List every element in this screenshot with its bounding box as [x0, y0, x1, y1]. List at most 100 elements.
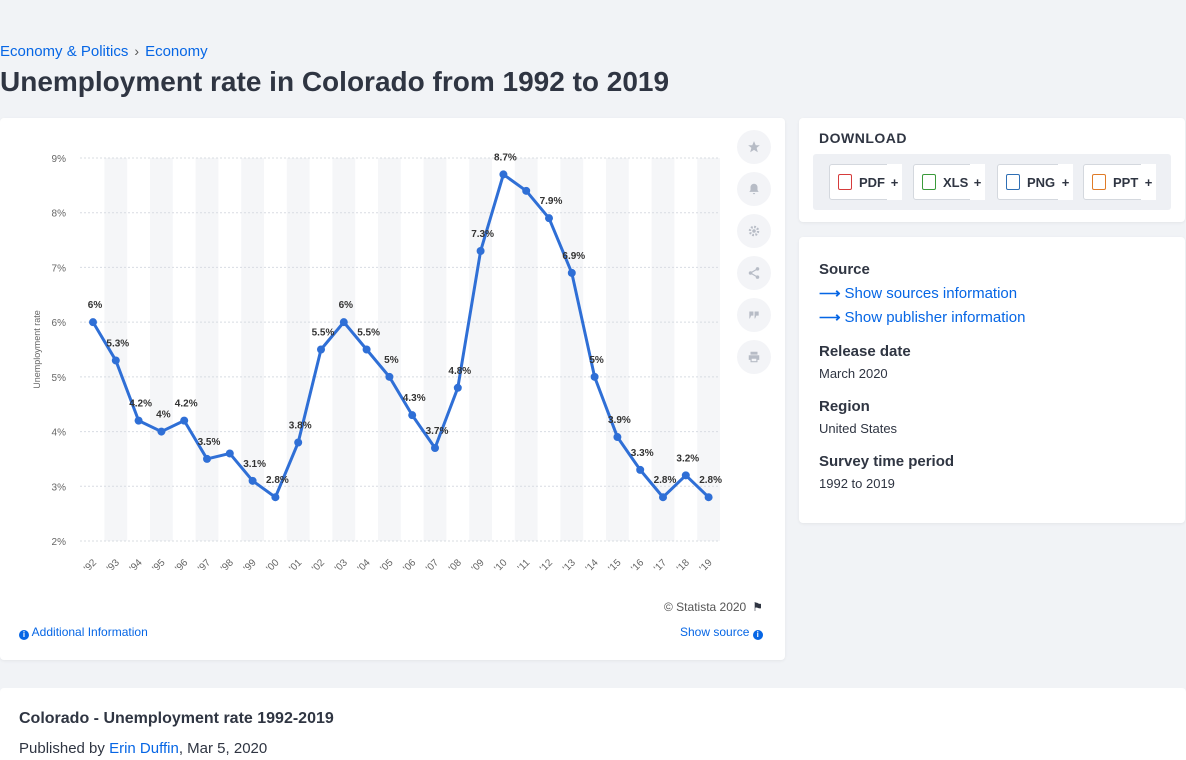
x-tick-label: '09: [470, 557, 487, 574]
download-ppt-button[interactable]: PPT +: [1083, 164, 1156, 200]
x-tick-label: '06: [401, 557, 418, 574]
column-band: [378, 158, 401, 541]
page-title: Unemployment rate in Colorado from 1992 …: [0, 66, 670, 97]
column-band: [195, 158, 219, 541]
png-label: PNG: [1027, 174, 1056, 190]
quote-icon[interactable]: [737, 298, 771, 332]
column-band: [104, 158, 128, 541]
gear-icon[interactable]: [737, 214, 771, 248]
show-sources-label: Show sources information: [844, 285, 1018, 302]
y-tick-label: 5%: [52, 373, 67, 384]
column-band: [514, 158, 538, 541]
data-point: [431, 443, 439, 452]
x-tick-label: '12: [538, 557, 555, 574]
column-band: [332, 158, 356, 541]
x-tick-label: '05: [379, 557, 396, 574]
download-xls-button[interactable]: XLS +: [913, 164, 985, 200]
series-line: [91, 172, 710, 499]
flag-icon[interactable]: ⚑: [752, 600, 763, 614]
data-label: 4.8%: [448, 366, 471, 377]
data-point: [567, 268, 576, 277]
x-tick-label: '10: [493, 557, 510, 574]
download-strip: PDF + XLS + PNG + PPT +: [813, 154, 1171, 210]
data-label: 3.5%: [198, 437, 221, 448]
data-point: [408, 411, 417, 420]
data-point: [522, 186, 531, 195]
star-icon[interactable]: [737, 130, 771, 164]
x-tick-label: '17: [652, 557, 669, 574]
region-value: United States: [819, 421, 898, 436]
y-tick-label: 9%: [52, 154, 67, 165]
arrow-right-icon: ⟶: [819, 285, 841, 302]
download-card: DOWNLOAD PDF + XLS + PNG + PPT +: [799, 118, 1185, 222]
xls-label: XLS: [943, 174, 969, 190]
data-point: [453, 383, 462, 392]
x-tick-label: '00: [265, 557, 282, 574]
x-tick-label: '94: [128, 557, 145, 574]
data-label: 5.5%: [312, 328, 335, 339]
ppt-file-icon: [1092, 174, 1106, 190]
data-point: [225, 449, 234, 458]
show-publisher-link[interactable]: ⟶ Show publisher information: [819, 308, 1025, 326]
data-label: 2.8%: [699, 475, 722, 486]
breadcrumb-economy[interactable]: Economy: [145, 43, 208, 60]
plus-icon: +: [1141, 164, 1156, 200]
show-publisher-label: Show publisher information: [844, 309, 1026, 326]
data-label: 6.9%: [562, 251, 585, 262]
x-tick-label: '95: [151, 557, 168, 574]
download-png-button[interactable]: PNG +: [997, 164, 1073, 200]
data-point: [134, 416, 143, 425]
x-tick-label: '08: [447, 557, 464, 574]
data-point: [271, 493, 280, 502]
column-band: [286, 158, 310, 541]
published-by: Published by Erin Duffin, Mar 5, 2020: [19, 740, 267, 757]
data-label: 8.7%: [494, 152, 517, 163]
data-point: [704, 493, 713, 502]
share-icon[interactable]: [737, 256, 771, 290]
column-band: [697, 158, 720, 541]
x-tick-label: '96: [173, 557, 190, 574]
data-point: [203, 454, 211, 463]
x-tick-label: '18: [675, 557, 692, 574]
breadcrumb-economy-politics[interactable]: Economy & Politics: [0, 43, 129, 60]
y-tick-label: 2%: [52, 537, 67, 548]
arrow-right-icon: ⟶: [819, 309, 841, 326]
chart-card: 2% 3% 4% 5% 6% 7% 8% 9% Unemployment rate '92 '93 '…: [0, 118, 785, 660]
data-point: [545, 214, 553, 223]
data-point: [339, 318, 348, 327]
breadcrumb: Economy & Politics › Economy: [0, 43, 208, 60]
data-point: [499, 170, 508, 179]
data-point: [613, 433, 622, 442]
ppt-label: PPT: [1113, 174, 1139, 190]
show-source-label: Show source: [680, 625, 750, 639]
data-label: 3.2%: [676, 453, 699, 464]
published-by-prefix: Published by: [19, 740, 105, 757]
print-icon[interactable]: [737, 340, 771, 374]
data-point: [89, 318, 97, 327]
show-sources-link[interactable]: ⟶ Show sources information: [819, 284, 1017, 302]
data-label: 3.3%: [631, 448, 654, 459]
column-band: [606, 158, 629, 541]
data-point: [385, 372, 394, 381]
x-tick-label: '99: [242, 557, 259, 574]
author-link[interactable]: Erin Duffin: [109, 740, 179, 757]
info-icon: i: [752, 630, 763, 640]
data-label: 4.2%: [129, 399, 152, 410]
survey-period-value: 1992 to 2019: [819, 476, 895, 491]
data-point: [157, 427, 166, 436]
data-point: [294, 438, 303, 447]
copyright-text: © Statista 2020: [664, 600, 747, 614]
column-band: [651, 158, 675, 541]
data-point: [636, 465, 645, 474]
bell-icon[interactable]: [737, 172, 771, 206]
download-pdf-button[interactable]: PDF +: [829, 164, 902, 200]
column-band: [150, 158, 173, 541]
column-band: [241, 158, 264, 541]
pdf-label: PDF: [859, 174, 885, 190]
data-label: 3.9%: [608, 415, 631, 426]
data-label: 4%: [156, 410, 171, 421]
x-tick-label: '03: [333, 557, 350, 574]
show-source-link[interactable]: Show source i: [680, 625, 763, 640]
description-title: Colorado - Unemployment rate 1992-2019: [19, 710, 334, 727]
additional-information-link[interactable]: i Additional Information: [19, 625, 148, 640]
